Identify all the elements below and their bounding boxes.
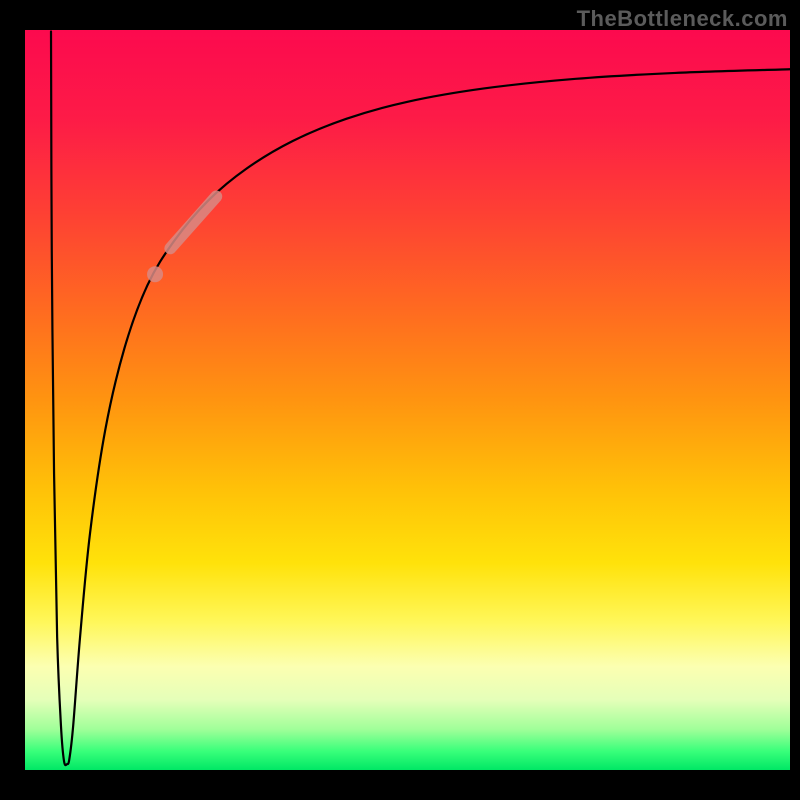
chart-stage: TheBottleneck.com — [0, 0, 800, 800]
plot-background — [25, 30, 790, 770]
bottleneck-curve-chart — [0, 0, 800, 800]
highlight-dot — [147, 266, 163, 282]
watermark-text: TheBottleneck.com — [577, 6, 788, 32]
